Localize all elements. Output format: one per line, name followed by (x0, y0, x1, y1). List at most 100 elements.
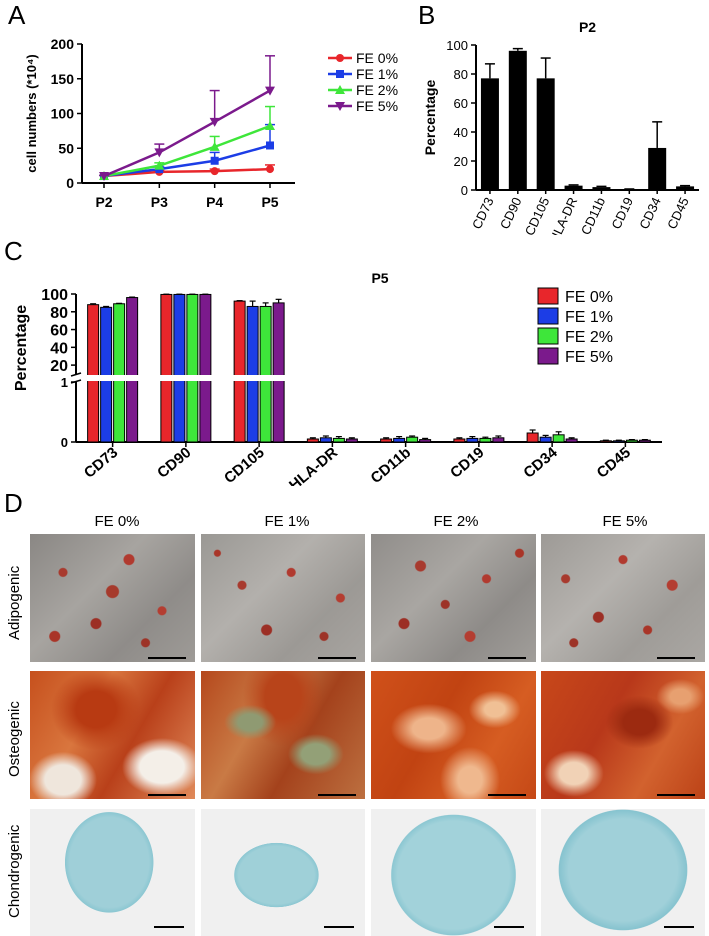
row-label-adipogenic: Adipogenic (6, 565, 23, 640)
legend-swatch (537, 287, 559, 305)
bar (564, 185, 583, 190)
micrograph-osteogenic-fe0 (30, 671, 195, 799)
x-tick-label: CD90 (154, 444, 194, 482)
x-tick-label: CD19 (608, 195, 636, 231)
bar (332, 437, 345, 443)
legend-marker (336, 70, 344, 78)
bar (186, 293, 199, 443)
scalebar (324, 926, 354, 928)
bar (272, 302, 285, 443)
y-axis-label: Percentage (13, 305, 30, 391)
micrograph-adipogenic-fe0 (30, 534, 195, 662)
bar (380, 438, 393, 443)
panel-letter-d: D (4, 488, 23, 518)
x-tick-label: CD105 (221, 444, 268, 486)
y-tick-label: 20 (50, 358, 68, 375)
bar (638, 439, 651, 443)
x-tick-label: CD73 (81, 444, 121, 482)
micrograph-adipogenic-fe5 (541, 534, 705, 662)
micrograph-chondrogenic-fe1 (201, 809, 365, 936)
scalebar (318, 794, 356, 796)
data-point (266, 141, 274, 150)
legend-label: FE 2% (356, 82, 398, 98)
y-tick-label: 1 (61, 375, 68, 390)
bar (592, 187, 611, 190)
x-tick-label: CD11b (368, 444, 415, 486)
row-label-osteogenic: Osteogenic (6, 701, 23, 777)
micrograph-chondrogenic-fe5 (541, 809, 705, 936)
chart-title: P2 (579, 19, 596, 35)
legend-label: FE 2% (565, 329, 613, 346)
legend-label: FE 5% (356, 98, 398, 114)
series-line (103, 124, 271, 178)
y-tick-label: 50 (58, 140, 74, 156)
scalebar (148, 794, 186, 796)
y-tick-label: 150 (51, 71, 75, 87)
panel-letter-b: B (418, 0, 436, 30)
legend-swatch (537, 347, 559, 365)
legend-marker (335, 85, 345, 94)
data-point (99, 172, 109, 182)
bar (676, 186, 695, 190)
bar (160, 293, 173, 443)
bar (126, 297, 139, 443)
micrograph-adipogenic-fe2 (371, 534, 536, 662)
scalebar (494, 926, 524, 928)
x-tick-label: CD34 (636, 195, 664, 231)
bar (406, 436, 419, 443)
bar (419, 439, 432, 443)
y-tick-label: 20 (454, 154, 468, 169)
axis-break-mark (70, 379, 82, 384)
data-point (209, 141, 220, 151)
y-tick-label: 0 (461, 183, 468, 198)
axis-break (66, 375, 664, 381)
legend-swatch (537, 307, 559, 325)
scalebar (148, 657, 186, 659)
bar (345, 438, 358, 443)
x-tick-label: CD45 (594, 444, 634, 482)
panel-letter-a: A (8, 0, 26, 30)
scalebar (657, 794, 695, 796)
bar (466, 437, 479, 443)
y-tick-label: 40 (50, 340, 68, 357)
row-label-chondrogenic: Chondrogenic (6, 824, 23, 918)
x-tick-label: CD19 (447, 444, 487, 482)
micrograph-osteogenic-fe2 (371, 671, 536, 799)
bar (233, 300, 246, 443)
y-axis-label: cell numbers (*10⁴) (24, 54, 39, 172)
x-tick-label: CD105 (522, 195, 553, 235)
y-tick-label: 200 (51, 36, 75, 52)
column-header-fe2: FE 2% (433, 513, 479, 530)
legend-label: FE 1% (565, 309, 613, 326)
data-point (154, 160, 165, 170)
bar (100, 306, 113, 443)
bar (539, 436, 552, 443)
column-header-fe5: FE 5% (602, 513, 648, 530)
y-tick-label: 80 (50, 305, 68, 322)
bar (393, 437, 406, 443)
scalebar (657, 657, 695, 659)
data-point (210, 156, 219, 165)
x-tick-label: P2 (95, 194, 112, 210)
bar (536, 78, 555, 190)
legend-label: FE 5% (565, 349, 613, 366)
scalebar (488, 794, 526, 796)
x-tick-label: CD11b (578, 195, 608, 235)
data-point (210, 167, 219, 176)
chart-a-line: 0 50 100 150 200 P2 P3 P4 P5 cell numbers (*10⁴) F… (24, 36, 398, 210)
y-tick-label: 60 (454, 96, 468, 111)
data-point (265, 86, 275, 96)
bar (552, 434, 565, 443)
chart-title: P5 (371, 270, 388, 286)
bar (319, 437, 332, 443)
scalebar (664, 926, 694, 928)
panel-letter-c: C (4, 236, 23, 266)
y-tick-label: 100 (446, 38, 468, 53)
column-header-fe1: FE 1% (264, 513, 310, 530)
bar (599, 440, 612, 443)
x-tick-label: CD45 (664, 195, 692, 231)
bar (526, 432, 539, 443)
bar (259, 305, 272, 443)
bar (479, 437, 492, 443)
x-tick-label: P5 (261, 194, 278, 210)
